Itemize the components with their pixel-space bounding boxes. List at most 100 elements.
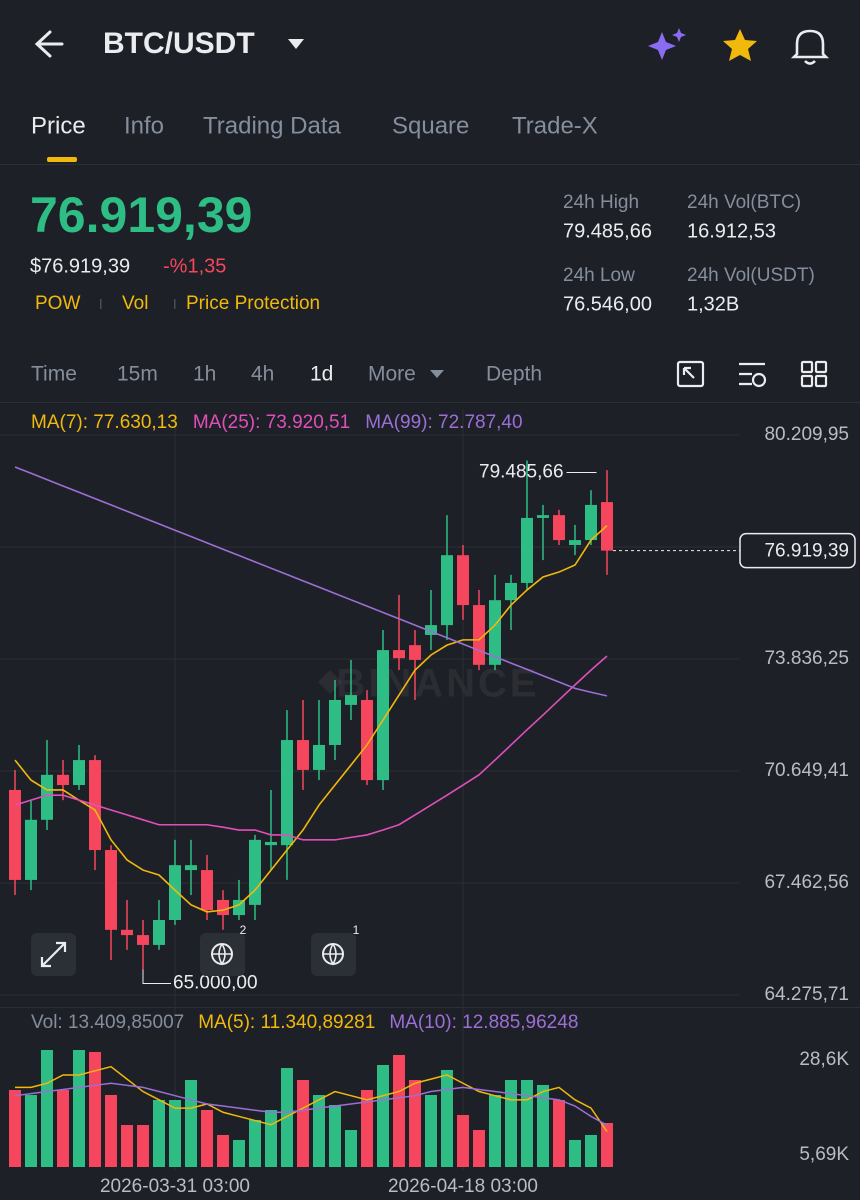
y-tick-label: 73.836,25 (764, 648, 849, 669)
volume-legend: Vol: 13.409,85007 (31, 1012, 184, 1033)
event-button[interactable]: 1 (311, 923, 360, 976)
interval[interactable]: Time (31, 363, 77, 386)
expand-button[interactable] (31, 933, 76, 976)
tab[interactable]: Trading Data (203, 112, 342, 139)
volume-bar (281, 1067, 293, 1167)
y-tick-label: 64.275,71 (764, 984, 849, 1005)
candle-body (121, 929, 133, 936)
candle-body (361, 699, 373, 781)
badge: 2 (240, 923, 247, 937)
volume-bar (297, 1080, 309, 1167)
indicator-gear (751, 372, 767, 388)
candle-body (9, 789, 21, 880)
divider (0, 1007, 860, 1008)
volume-bar (569, 1140, 581, 1167)
badge: 1 (353, 923, 360, 937)
interval[interactable]: 4h (251, 363, 274, 386)
candle-body (73, 760, 85, 786)
candle-body (265, 841, 277, 846)
layout-cell (814, 360, 828, 374)
tab[interactable]: Square (392, 112, 469, 139)
y-tick-label: 67.462,56 (764, 872, 849, 893)
volume-bar (473, 1130, 485, 1167)
volume-bar (217, 1134, 229, 1167)
volume-bar (409, 1080, 421, 1167)
volume-bar (73, 1049, 85, 1167)
last-price-tag (739, 532, 856, 569)
tag[interactable]: Vol (122, 293, 148, 314)
ma-legend: MA(25): 73.920,51 (193, 412, 350, 433)
volume-bar (201, 1109, 213, 1167)
bell-clapper (804, 60, 816, 65)
volume-bar (9, 1090, 21, 1167)
price-change: -%1,35 (163, 255, 226, 277)
candle-body (313, 744, 325, 770)
interval[interactable]: 15m (117, 363, 158, 386)
tab[interactable]: Info (124, 112, 164, 139)
x-tick-label: 2026-03-31 03:00 (100, 1176, 250, 1197)
volume-bar (153, 1099, 165, 1167)
toolbar-icons (676, 360, 828, 388)
watermark-logo (318, 670, 342, 694)
candle-body (137, 935, 149, 945)
indicator-button[interactable] (739, 362, 765, 386)
globe-lines (212, 943, 232, 966)
tag[interactable]: Price Protection (186, 293, 320, 314)
volume-bar (489, 1094, 501, 1167)
back-button[interactable] (34, 30, 64, 58)
layout-button[interactable] (800, 360, 814, 374)
volume-ma-line (15, 1065, 608, 1133)
candle-body (553, 515, 565, 541)
layout-cell (814, 374, 828, 388)
stat-value: 1,32B (687, 293, 739, 315)
last-price: 76.919,39 (30, 187, 252, 243)
volume-bar (601, 1123, 613, 1167)
candle-body (281, 740, 293, 846)
candle-body (297, 740, 309, 770)
stat-value: 76.546,00 (563, 293, 652, 315)
candle-body (217, 899, 229, 916)
volume-bar (441, 1069, 453, 1167)
candle-body (569, 540, 581, 545)
stat-label: 24h High (563, 192, 639, 213)
volume-bar (89, 1051, 101, 1167)
candle-body (409, 645, 421, 660)
interval[interactable]: 1h (193, 363, 216, 386)
volume-bar (585, 1134, 597, 1167)
tab[interactable]: Price (31, 112, 86, 139)
low-label: 65.000,00 (173, 973, 258, 994)
tag[interactable]: POW (35, 293, 80, 314)
volume-bar (457, 1115, 469, 1167)
alert-button[interactable] (790, 29, 830, 65)
candle-body (201, 870, 213, 911)
ai-button[interactable] (648, 28, 686, 60)
volume-bar (137, 1124, 149, 1167)
stat-label: 24h Low (563, 265, 635, 286)
candle-body (345, 695, 357, 705)
stat-value: 79.485,66 (563, 220, 652, 242)
divider (0, 164, 860, 165)
more-menu[interactable]: More (368, 363, 416, 386)
depth-tab[interactable]: Depth (486, 363, 542, 386)
candle-body (377, 650, 389, 781)
volume-ma-legend: MA(5): 11.340,89281 (198, 1012, 375, 1033)
divider (0, 402, 860, 403)
candle-body (105, 850, 117, 930)
fullscreen-button[interactable] (676, 360, 705, 388)
candle-body (185, 865, 197, 871)
candle-body (153, 919, 165, 945)
stat-label: 24h Vol(BTC) (687, 192, 801, 213)
low-marker (142, 969, 171, 985)
candle-body (393, 650, 405, 659)
tab[interactable]: Trade-X (512, 112, 598, 139)
ma-legend: MA(99): 72.787,40 (365, 412, 522, 433)
high-label: 79.485,66 (479, 461, 564, 482)
bell-icon (790, 29, 830, 59)
event-button[interactable]: 2 (200, 923, 247, 976)
pair-caret[interactable] (288, 39, 304, 49)
volume-bar (505, 1080, 517, 1167)
last-price-label: 76.919,39 (764, 541, 849, 562)
favorite-button[interactable] (723, 29, 757, 61)
interval[interactable]: 1d (310, 363, 333, 386)
pair-title[interactable]: BTC/USDT (103, 27, 255, 60)
